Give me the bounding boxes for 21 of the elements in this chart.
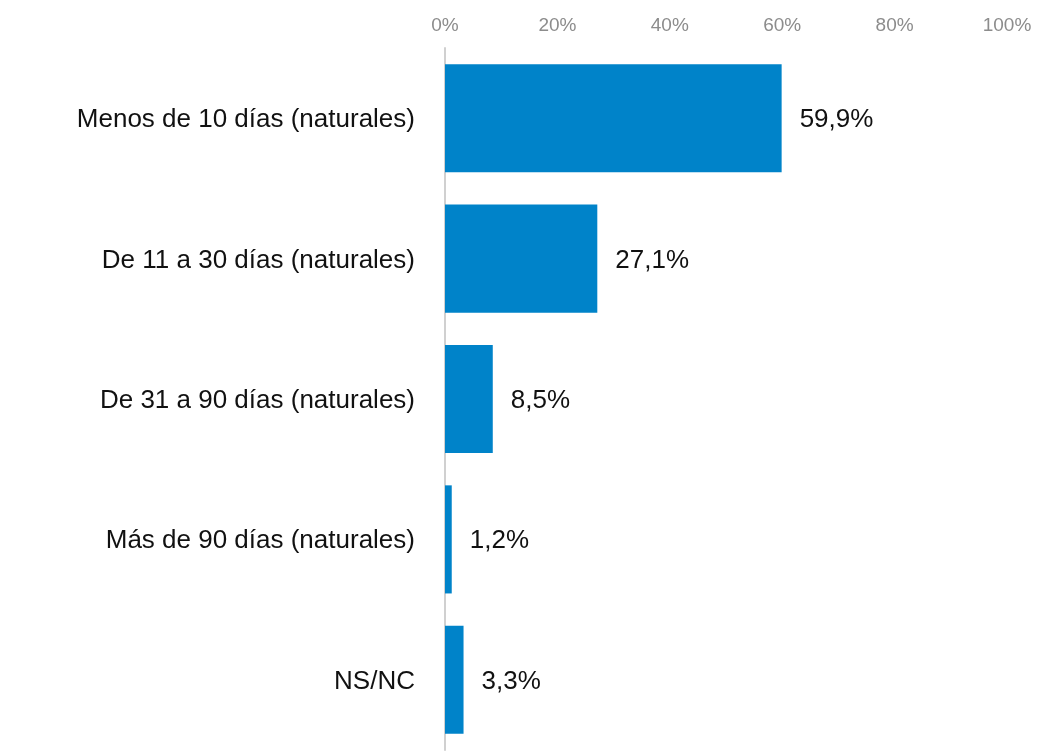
x-tick-label: 80% bbox=[875, 14, 914, 35]
x-tick-label: 0% bbox=[431, 14, 459, 35]
x-tick-label: 20% bbox=[538, 14, 577, 35]
bar bbox=[445, 344, 493, 454]
x-tick-label: 40% bbox=[650, 14, 689, 35]
bar bbox=[445, 64, 782, 173]
data-label: 1,2% bbox=[469, 524, 530, 555]
bar bbox=[445, 625, 464, 734]
y-tick-label: NS/NC bbox=[334, 664, 415, 695]
data-label: 27,1% bbox=[615, 243, 690, 274]
x-tick-label: 100% bbox=[982, 14, 1032, 35]
bar bbox=[445, 485, 452, 594]
y-tick-label: Menos de 10 días (naturales) bbox=[76, 103, 415, 134]
data-label: 3,3% bbox=[481, 664, 541, 695]
x-tick-label: 60% bbox=[763, 14, 802, 35]
data-label: 59,9% bbox=[799, 103, 874, 134]
y-tick-label: Más de 90 días (naturales) bbox=[105, 524, 415, 555]
y-tick-label: De 31 a 90 días (naturales) bbox=[99, 384, 415, 414]
bar bbox=[445, 204, 598, 313]
y-tick-label: De 11 a 30 días (naturales) bbox=[101, 243, 415, 274]
data-label: 8,5% bbox=[510, 384, 571, 414]
